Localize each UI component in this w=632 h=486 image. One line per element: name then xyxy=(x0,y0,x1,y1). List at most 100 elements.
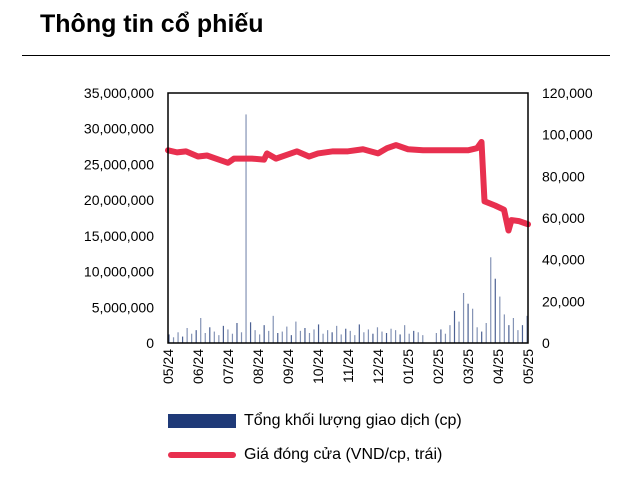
legend-volume: Tổng khối lượng giao dịch (cp) xyxy=(168,412,462,430)
volume-bar xyxy=(186,328,188,343)
volume-bar xyxy=(327,330,329,343)
volume-bar xyxy=(322,333,324,343)
volume-bar xyxy=(490,257,492,343)
volume-bar xyxy=(399,334,401,343)
volume-bar xyxy=(254,330,256,343)
left-axis-tick: 20,000,000 xyxy=(84,192,154,208)
volume-bar xyxy=(172,337,175,343)
volume-bar xyxy=(354,335,356,343)
volume-bar xyxy=(449,325,451,343)
volume-bar xyxy=(268,330,270,343)
volume-bar xyxy=(508,325,510,343)
volume-bar xyxy=(304,328,306,343)
volume-bar xyxy=(272,315,274,343)
left-axis-tick: 30,000,000 xyxy=(84,121,154,137)
volume-bar xyxy=(177,332,179,343)
volume-bar xyxy=(367,329,369,343)
volume-bar xyxy=(213,331,215,343)
volume-bar xyxy=(222,325,224,343)
volume-bar xyxy=(503,314,505,343)
volume-bar xyxy=(476,327,478,343)
chart-title: Thông tin cổ phiếu xyxy=(40,10,264,38)
volume-bar xyxy=(517,330,519,343)
volume-bar xyxy=(236,323,238,343)
volume-bar xyxy=(467,303,469,343)
volume-bar xyxy=(521,325,524,343)
volume-bar xyxy=(168,334,170,343)
volume-bar xyxy=(259,334,261,343)
legend-line-swatch xyxy=(168,452,236,458)
plot-frame xyxy=(167,92,529,344)
volume-bar xyxy=(204,333,206,343)
right-axis-tick: 20,000 xyxy=(542,293,585,309)
x-axis-tick: 10/24 xyxy=(310,349,326,384)
volume-bar xyxy=(372,333,374,343)
x-axis-tick: 05/24 xyxy=(160,349,176,384)
right-axis-tick: 0 xyxy=(542,335,550,351)
x-axis-tick: 07/24 xyxy=(220,349,236,384)
volume-bar xyxy=(336,325,338,343)
left-axis-tick: 5,000,000 xyxy=(92,299,154,315)
volume-bar xyxy=(390,328,392,343)
volume-bar xyxy=(512,318,515,343)
x-axis-tick: 06/24 xyxy=(190,349,206,384)
volume-bar xyxy=(331,332,333,343)
volume-bar xyxy=(277,333,279,343)
volume-bar xyxy=(494,278,496,343)
right-axis-tick: 100,000 xyxy=(542,127,593,143)
price-line xyxy=(165,138,531,234)
volume-bar xyxy=(376,327,379,343)
x-axis-tick: 12/24 xyxy=(370,349,386,384)
volume-bar xyxy=(408,333,410,343)
x-axis-tick: 05/25 xyxy=(520,349,536,384)
volume-bar xyxy=(385,333,388,343)
volume-bar xyxy=(181,336,184,343)
volume-bar xyxy=(381,331,383,343)
volume-bar xyxy=(249,322,252,343)
x-axis-tick: 09/24 xyxy=(280,349,296,384)
volume-bar xyxy=(499,296,501,343)
volume-bar xyxy=(422,335,424,343)
volume-bar xyxy=(349,330,351,343)
x-axis-tick: 11/24 xyxy=(340,349,356,383)
right-axis-tick: 80,000 xyxy=(542,168,585,184)
volume-bar xyxy=(295,321,297,343)
x-axis-tick: 04/25 xyxy=(490,349,506,384)
volume-bar xyxy=(263,325,265,343)
volume-bar xyxy=(526,315,528,343)
volume-bar xyxy=(435,333,437,343)
x-axis-tick: 01/25 xyxy=(400,349,416,384)
volume-bar xyxy=(481,331,483,343)
volume-bar xyxy=(340,334,342,343)
right-axis-tick: 60,000 xyxy=(542,210,585,226)
volume-bar xyxy=(245,114,247,343)
volume-bar xyxy=(458,321,460,343)
volume-bar xyxy=(444,333,447,343)
volume-bar xyxy=(413,330,415,343)
x-axis-tick: 03/25 xyxy=(460,349,476,384)
legend-label: Giá đóng cửa (VND/cp, trái) xyxy=(244,446,443,463)
left-axis-tick: 25,000,000 xyxy=(84,156,154,172)
left-axis-tick: 10,000,000 xyxy=(84,264,154,280)
volume-bar xyxy=(404,325,406,343)
volume-bar xyxy=(227,329,229,343)
legend-bar-swatch xyxy=(168,414,236,428)
x-axis-tick: 08/24 xyxy=(250,349,266,384)
volume-bar xyxy=(308,333,311,343)
volume-bar xyxy=(317,324,320,343)
volume-bar xyxy=(485,323,487,343)
volume-bar xyxy=(453,310,456,343)
volume-bar xyxy=(472,308,474,343)
right-axis-tick: 120,000 xyxy=(542,85,593,101)
volume-bar xyxy=(286,326,288,343)
left-axis-tick: 15,000,000 xyxy=(84,228,154,244)
volume-bar xyxy=(290,335,292,343)
volume-bar xyxy=(345,328,347,343)
volume-bar xyxy=(394,330,397,343)
title-divider xyxy=(22,55,610,56)
volume-bar xyxy=(313,329,315,343)
volume-bar xyxy=(363,332,365,343)
volume-bar xyxy=(299,330,302,343)
